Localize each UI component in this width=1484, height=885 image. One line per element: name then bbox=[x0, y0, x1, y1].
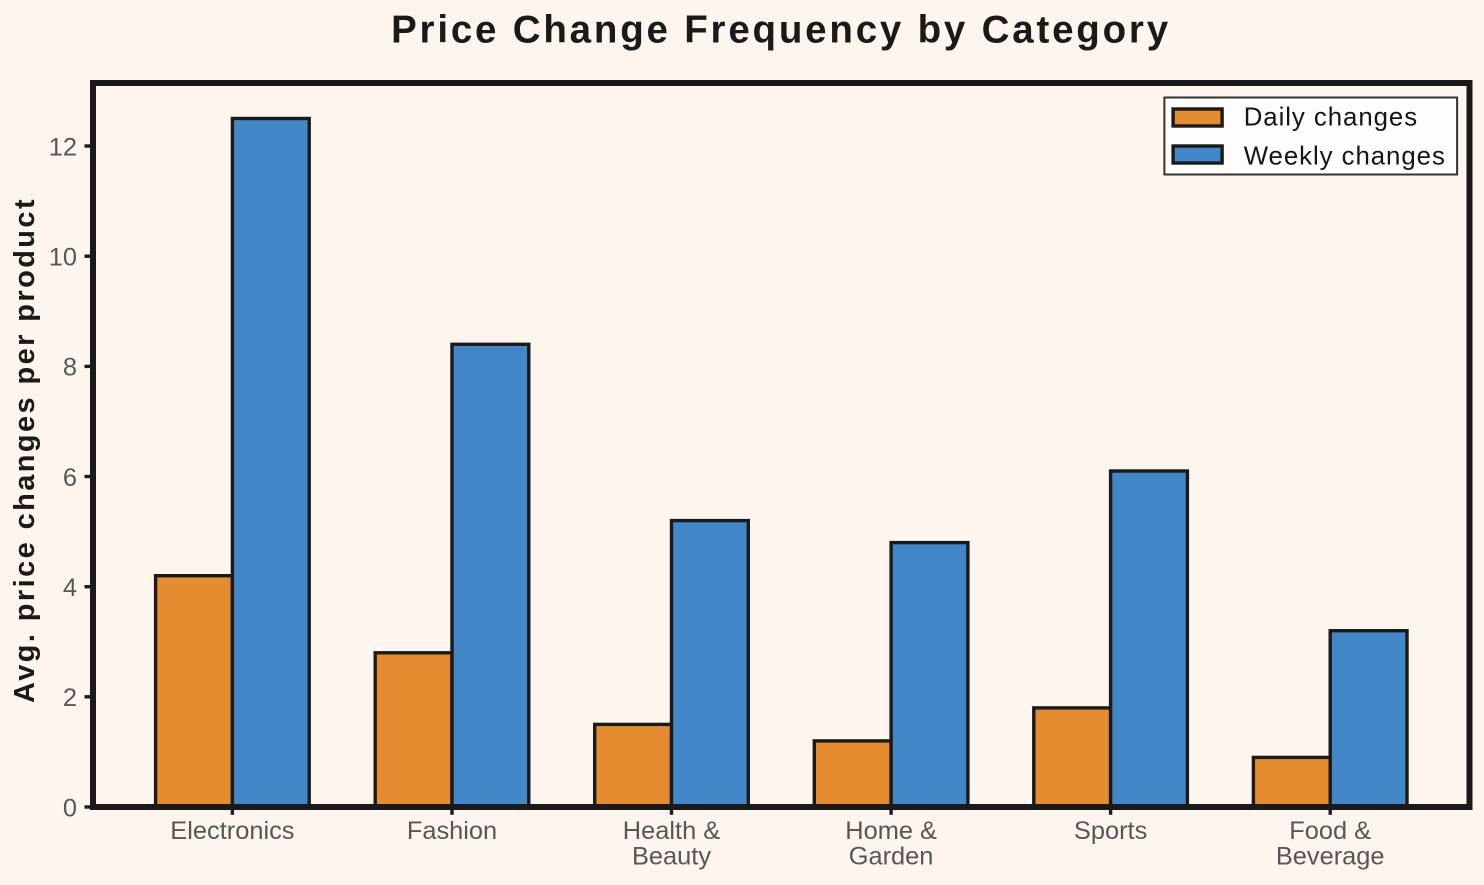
svg-text:Food &: Food & bbox=[1289, 817, 1371, 845]
svg-text:Fashion: Fashion bbox=[407, 817, 497, 845]
svg-text:6: 6 bbox=[63, 464, 77, 492]
svg-text:2: 2 bbox=[63, 684, 77, 712]
svg-text:Avg. price changes per product: Avg. price changes per product bbox=[9, 197, 41, 703]
svg-text:12: 12 bbox=[49, 133, 77, 161]
svg-text:0: 0 bbox=[63, 794, 77, 822]
svg-text:8: 8 bbox=[63, 354, 77, 382]
svg-text:Health &: Health & bbox=[623, 817, 720, 845]
svg-text:Weekly changes: Weekly changes bbox=[1244, 143, 1446, 171]
svg-text:10: 10 bbox=[49, 244, 77, 272]
svg-text:Garden: Garden bbox=[849, 842, 934, 870]
svg-text:Sports: Sports bbox=[1074, 817, 1147, 845]
svg-text:Beauty: Beauty bbox=[632, 842, 711, 870]
svg-text:Electronics: Electronics bbox=[170, 817, 294, 845]
svg-text:4: 4 bbox=[63, 574, 77, 602]
svg-text:Price Change Frequency by Cate: Price Change Frequency by Category bbox=[391, 9, 1171, 52]
svg-text:Beverage: Beverage bbox=[1276, 842, 1385, 870]
svg-text:Home &: Home & bbox=[845, 817, 937, 845]
svg-text:Daily changes: Daily changes bbox=[1244, 104, 1418, 132]
